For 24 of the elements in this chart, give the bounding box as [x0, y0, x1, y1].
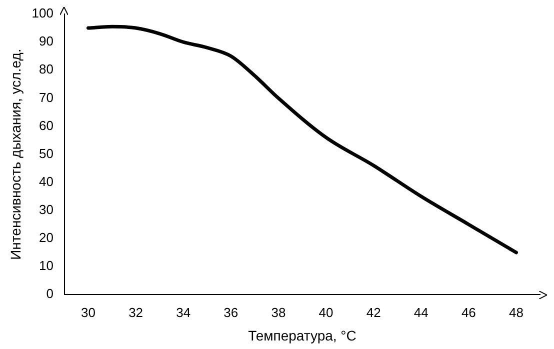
y-tick-label: 30 — [39, 202, 54, 217]
x-tick-label: 38 — [271, 304, 286, 320]
x-tick-label: 32 — [128, 304, 144, 320]
y-tick-label: 10 — [39, 258, 54, 274]
y-tick-label: 20 — [39, 230, 54, 246]
x-tick-label: 44 — [414, 304, 428, 320]
y-tick-label: 50 — [39, 146, 54, 161]
x-tick-label: 36 — [224, 304, 238, 320]
y-tick-label: 60 — [39, 118, 54, 133]
x-tick-label: 30 — [81, 304, 96, 320]
y-tick-label: 70 — [39, 90, 54, 105]
x-tick-label: 40 — [318, 304, 334, 320]
line-series — [86, 24, 518, 254]
y-axis-title: Интенсивность дыхания, усл.ед. — [7, 48, 24, 260]
x-axis-title: Температура, °C — [248, 327, 356, 344]
y-tick-label: 100 — [32, 6, 54, 21]
x-tick-label: 46 — [461, 304, 476, 320]
y-tick-label: 40 — [39, 174, 54, 189]
y-tick-label: 80 — [39, 62, 54, 77]
x-tick-label: 48 — [508, 304, 524, 320]
y-tick-label: 90 — [39, 34, 54, 49]
y-tick-label: 0 — [46, 286, 54, 302]
x-tick-label: 34 — [176, 304, 191, 320]
x-tick-label: 42 — [366, 304, 381, 320]
